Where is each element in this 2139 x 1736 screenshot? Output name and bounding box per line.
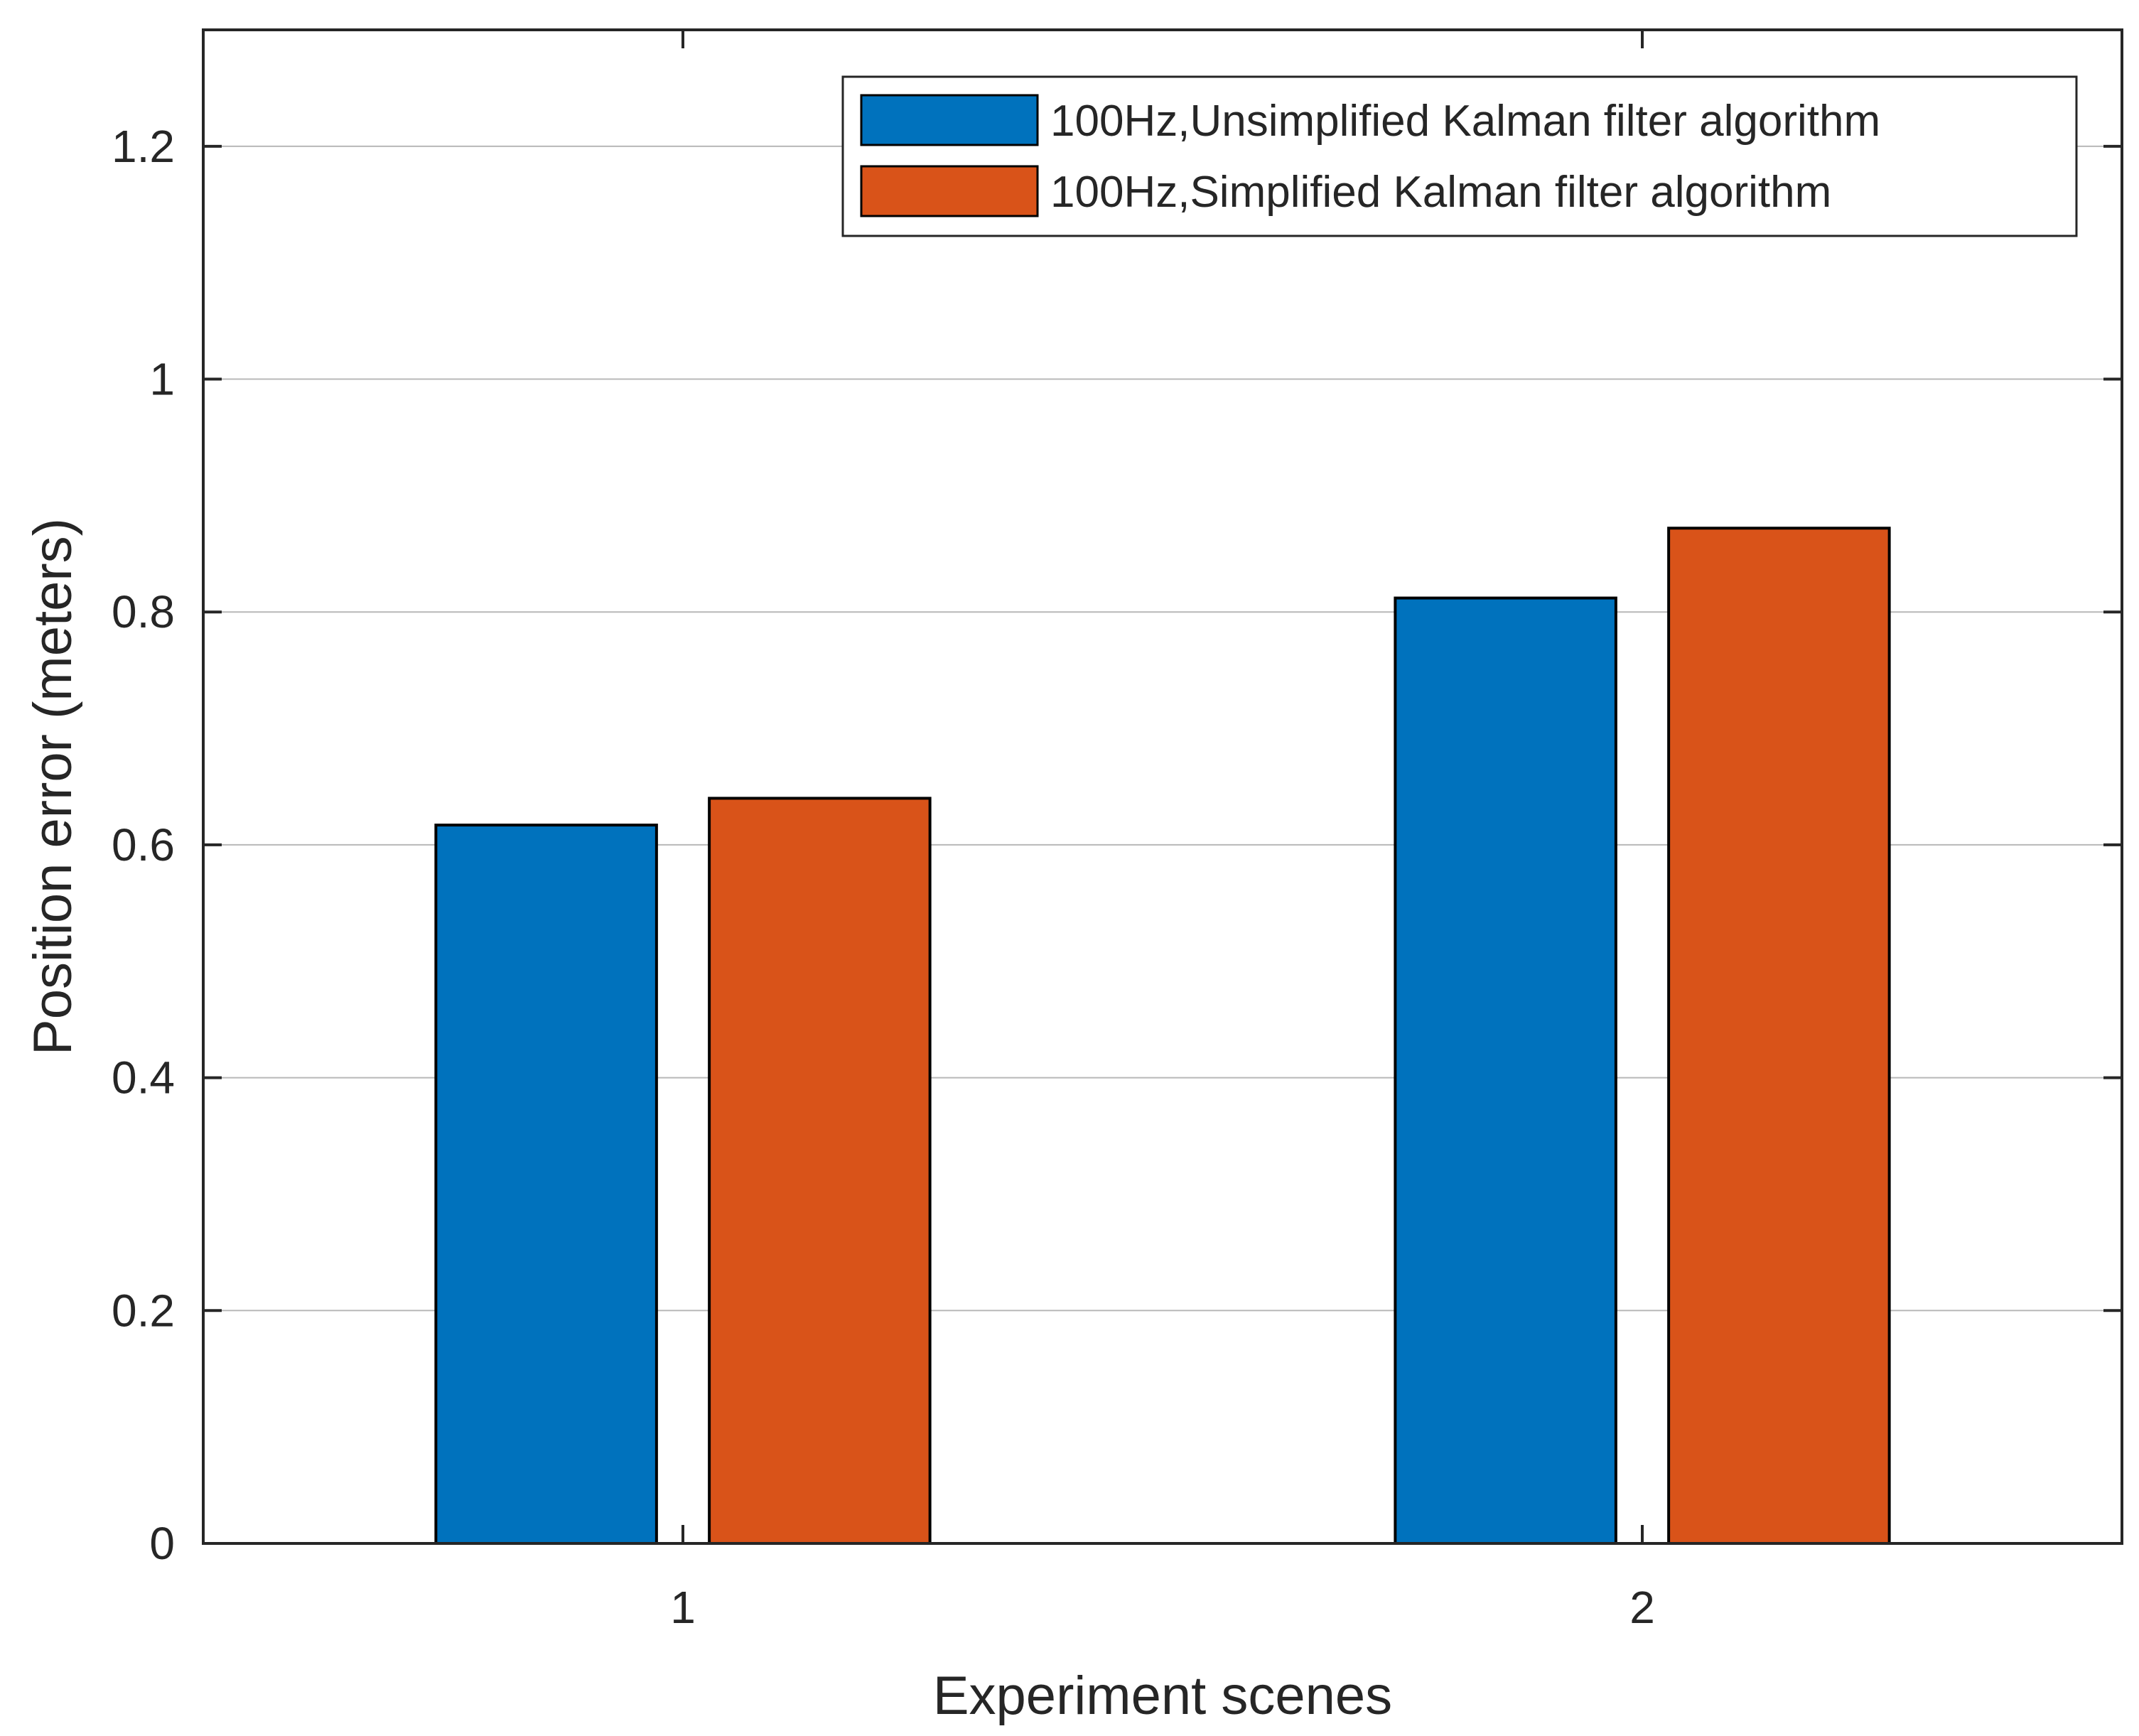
axis-ticks (203, 30, 2122, 1545)
y-tick-label: 1.2 (112, 121, 175, 172)
bar-scene-2-series-2 (1667, 527, 1891, 1545)
legend-box (841, 75, 2078, 237)
y-axis-title: Position error (meters) (23, 518, 83, 1055)
y-tick-label: 0.6 (112, 819, 175, 870)
legend-swatch-simplified (860, 165, 1039, 217)
bar-scene-1-series-2 (708, 797, 932, 1545)
y-tick-labels: 0 0.2 0.4 0.6 0.8 1 1.2 (112, 121, 175, 1569)
y-tick-label: 0.8 (112, 586, 175, 637)
x-axis-title: Experiment scenes (933, 1666, 1392, 1726)
bars (434, 527, 1891, 1545)
axes-box (202, 28, 2123, 1545)
x-tick-label: 2 (1629, 1582, 1655, 1633)
y-tick-label: 0.2 (112, 1285, 175, 1336)
y-tick-label: 1 (149, 354, 175, 405)
legend-label-unsimplified: 100Hz,Unsimplified Kalman filter algorit… (1050, 97, 1880, 146)
y-tick-label: 0 (149, 1518, 175, 1569)
legend-label-simplified: 100Hz,Simplified Kalman filter algorithm (1050, 168, 1831, 217)
bar-scene-1-series-1 (434, 824, 658, 1545)
bar-scene-2-series-1 (1394, 596, 1617, 1545)
legend-swatch-unsimplified (860, 94, 1039, 146)
x-tick-label: 1 (670, 1582, 696, 1633)
legend: 100Hz,Unsimplified Kalman filter algorit… (841, 75, 2078, 237)
y-tick-label: 0.4 (112, 1052, 175, 1104)
